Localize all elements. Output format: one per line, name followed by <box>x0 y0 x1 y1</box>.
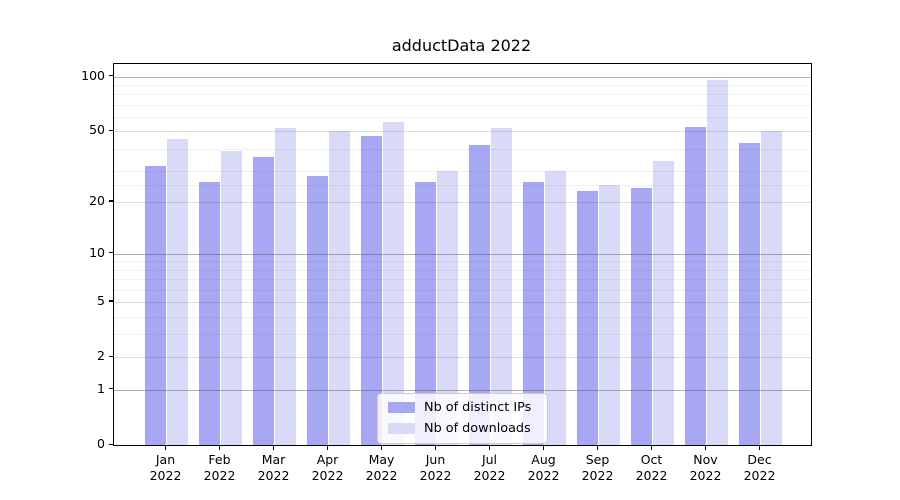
x-tick-label-aug-2022: Aug 2022 <box>527 452 560 483</box>
bar-nb-of-downloads-may-2022 <box>382 122 405 445</box>
x-tick-mark-oct-2022 <box>651 445 653 450</box>
x-tick-mark-jun-2022 <box>435 445 437 450</box>
x-tick-label-apr-2022: Apr 2022 <box>311 452 344 483</box>
legend-swatch-0 <box>388 402 415 413</box>
bar-nb-of-distinct-ips-oct-2022 <box>630 188 653 445</box>
gridline-y-20 <box>114 201 811 203</box>
bar-nb-of-distinct-ips-aug-2022 <box>522 181 545 445</box>
gridline-y-60 <box>114 116 811 118</box>
gridline-y-25 <box>114 184 811 186</box>
x-tick-mark-dec-2022 <box>759 445 761 450</box>
y-tick-label-2: 2 <box>97 348 105 364</box>
gridline-y-70 <box>114 104 811 106</box>
x-tick-mark-jan-2022 <box>165 445 167 450</box>
gridline-y-100 <box>114 76 811 78</box>
y-tick-mark-1 <box>108 388 113 390</box>
bar-nb-of-downloads-sep-2022 <box>598 184 621 445</box>
legend-entry-downloads: Nb of downloads <box>388 421 537 436</box>
bar-nb-of-distinct-ips-jul-2022 <box>468 144 491 445</box>
y-tick-label-100: 100 <box>81 67 105 83</box>
bar-nb-of-downloads-jan-2022 <box>166 139 189 445</box>
x-tick-label-dec-2022: Dec 2022 <box>743 452 776 483</box>
bar-nb-of-distinct-ips-apr-2022 <box>306 176 329 445</box>
x-tick-label-jul-2022: Jul 2022 <box>473 452 506 483</box>
y-tick-mark-100 <box>108 75 113 77</box>
bar-nb-of-downloads-dec-2022 <box>760 131 783 445</box>
legend: Nb of distinct IPs Nb of downloads <box>377 393 548 444</box>
legend-entry-distinct-ips: Nb of distinct IPs <box>388 400 537 415</box>
gridline-y-9 <box>114 261 811 263</box>
y-tick-mark-2 <box>108 355 113 357</box>
legend-label-downloads: Nb of downloads <box>424 421 531 436</box>
x-tick-label-feb-2022: Feb 2022 <box>203 452 236 483</box>
bar-nb-of-distinct-ips-may-2022 <box>360 135 383 445</box>
x-tick-label-nov-2022: Nov 2022 <box>689 452 722 483</box>
gridline-y-40 <box>114 148 811 150</box>
y-tick-label-5: 5 <box>97 292 105 308</box>
x-tick-mark-feb-2022 <box>219 445 221 450</box>
x-tick-label-may-2022: May 2022 <box>365 452 398 483</box>
plot-area <box>113 62 812 446</box>
gridline-y-4 <box>114 316 811 318</box>
gridline-y-1 <box>114 389 811 391</box>
x-tick-label-jan-2022: Jan 2022 <box>149 452 182 483</box>
y-tick-mark-5 <box>108 300 113 302</box>
bar-nb-of-distinct-ips-nov-2022 <box>684 126 707 445</box>
x-tick-mark-nov-2022 <box>705 445 707 450</box>
y-tick-label-50: 50 <box>89 121 105 137</box>
bar-nb-of-downloads-feb-2022 <box>220 150 243 445</box>
legend-label-distinct-ips: Nb of distinct IPs <box>424 400 532 415</box>
bar-nb-of-distinct-ips-dec-2022 <box>738 142 761 445</box>
x-tick-mark-sep-2022 <box>597 445 599 450</box>
bar-nb-of-distinct-ips-jun-2022 <box>414 181 437 445</box>
gridline-y-90 <box>114 84 811 86</box>
y-tick-mark-50 <box>108 129 113 131</box>
gridline-y-3 <box>114 334 811 336</box>
y-tick-mark-20 <box>108 200 113 202</box>
x-tick-label-jun-2022: Jun 2022 <box>419 452 452 483</box>
bar-nb-of-distinct-ips-jan-2022 <box>144 165 167 445</box>
y-tick-label-10: 10 <box>89 244 105 260</box>
legend-swatch-1 <box>388 423 415 434</box>
y-tick-label-1: 1 <box>97 380 105 396</box>
gridline-y-30 <box>114 170 811 172</box>
bar-nb-of-downloads-mar-2022 <box>274 128 297 445</box>
x-tick-label-oct-2022: Oct 2022 <box>635 452 668 483</box>
bar-nb-of-downloads-aug-2022 <box>544 170 567 445</box>
bar-nb-of-downloads-oct-2022 <box>652 161 675 445</box>
x-tick-label-sep-2022: Sep 2022 <box>581 452 614 483</box>
gridline-y-8 <box>114 269 811 271</box>
chart-title: adductData 2022 <box>391 36 532 55</box>
gridline-y-7 <box>114 279 811 280</box>
y-tick-mark-0 <box>108 443 113 445</box>
bar-nb-of-downloads-apr-2022 <box>328 131 351 445</box>
x-tick-mark-aug-2022 <box>543 445 545 450</box>
x-tick-mark-jul-2022 <box>489 445 491 450</box>
x-tick-label-mar-2022: Mar 2022 <box>257 452 290 483</box>
bar-nb-of-distinct-ips-feb-2022 <box>198 181 221 445</box>
bar-nb-of-distinct-ips-mar-2022 <box>252 156 275 445</box>
gridline-y-5 <box>114 301 811 303</box>
x-tick-mark-mar-2022 <box>273 445 275 450</box>
bar-nb-of-downloads-nov-2022 <box>706 79 729 445</box>
bar-nb-of-downloads-jun-2022 <box>436 170 459 445</box>
y-tick-label-20: 20 <box>89 192 105 208</box>
y-tick-label-0: 0 <box>97 435 105 451</box>
x-tick-mark-apr-2022 <box>327 445 329 450</box>
gridline-y-10 <box>114 253 811 255</box>
gridline-y-2 <box>114 357 811 359</box>
y-tick-mark-10 <box>108 252 113 254</box>
gridline-y-6 <box>114 289 811 291</box>
gridline-y-50 <box>114 131 811 133</box>
bar-nb-of-distinct-ips-sep-2022 <box>576 191 599 445</box>
gridline-y-80 <box>114 94 811 96</box>
x-tick-mark-may-2022 <box>381 445 383 450</box>
bar-nb-of-downloads-jul-2022 <box>490 128 513 445</box>
